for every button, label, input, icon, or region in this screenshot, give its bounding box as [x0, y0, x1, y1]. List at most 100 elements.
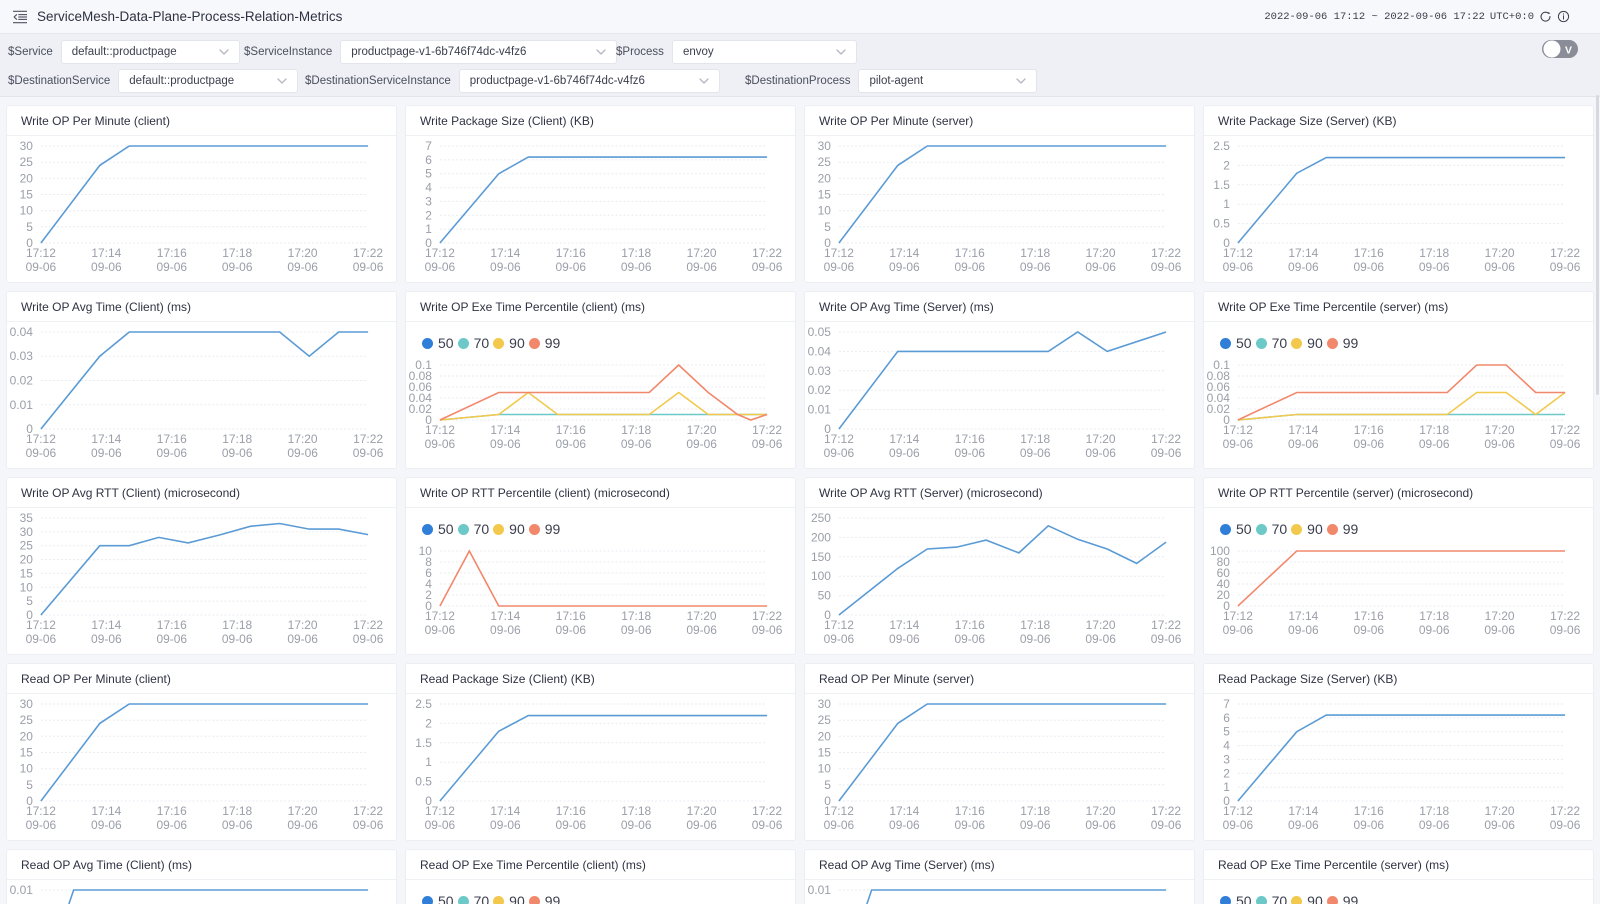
- svg-text:6: 6: [425, 153, 432, 167]
- svg-text:09-06: 09-06: [686, 260, 717, 274]
- svg-text:09-06: 09-06: [490, 623, 521, 637]
- svg-text:09-06: 09-06: [26, 446, 57, 460]
- svg-text:09-06: 09-06: [222, 818, 253, 832]
- svg-text:17:14: 17:14: [490, 246, 520, 260]
- svg-text:5: 5: [1223, 725, 1230, 739]
- svg-text:09-06: 09-06: [425, 260, 456, 274]
- svg-text:30: 30: [818, 697, 832, 711]
- svg-text:2.5: 2.5: [1213, 139, 1230, 153]
- svg-text:17:14: 17:14: [91, 246, 121, 260]
- svg-text:17:18: 17:18: [1419, 804, 1449, 818]
- svg-text:17:20: 17:20: [288, 804, 318, 818]
- svg-text:30: 30: [818, 139, 832, 153]
- svg-text:17:16: 17:16: [556, 423, 586, 437]
- svg-text:17:20: 17:20: [1086, 618, 1116, 632]
- svg-text:09-06: 09-06: [889, 446, 920, 460]
- svg-text:17:20: 17:20: [1485, 423, 1515, 437]
- svg-text:25: 25: [20, 539, 34, 553]
- svg-text:0.02: 0.02: [808, 383, 832, 397]
- svg-text:09-06: 09-06: [1550, 623, 1581, 637]
- svg-text:09-06: 09-06: [1085, 446, 1116, 460]
- svg-text:17:14: 17:14: [91, 618, 121, 632]
- svg-text:09-06: 09-06: [1484, 818, 1515, 832]
- svg-text:09-06: 09-06: [353, 632, 384, 646]
- svg-text:20: 20: [20, 553, 34, 567]
- svg-text:17:14: 17:14: [1288, 804, 1318, 818]
- svg-text:0.04: 0.04: [10, 325, 34, 339]
- svg-text:09-06: 09-06: [889, 260, 920, 274]
- svg-text:100: 100: [1210, 544, 1230, 558]
- svg-text:17:18: 17:18: [1020, 246, 1050, 260]
- svg-text:09-06: 09-06: [889, 632, 920, 646]
- svg-text:17:16: 17:16: [955, 804, 985, 818]
- svg-text:100: 100: [811, 569, 831, 583]
- svg-text:17:18: 17:18: [222, 804, 252, 818]
- svg-text:17:22: 17:22: [353, 804, 383, 818]
- svg-text:09-06: 09-06: [824, 818, 855, 832]
- svg-text:17:14: 17:14: [889, 804, 919, 818]
- svg-text:250: 250: [811, 511, 831, 525]
- svg-text:17:22: 17:22: [1550, 423, 1580, 437]
- svg-text:17:12: 17:12: [425, 246, 455, 260]
- svg-text:17:12: 17:12: [1223, 423, 1253, 437]
- svg-text:17:16: 17:16: [1354, 246, 1384, 260]
- svg-text:09-06: 09-06: [490, 260, 521, 274]
- svg-text:09-06: 09-06: [287, 446, 318, 460]
- svg-text:17:22: 17:22: [752, 423, 782, 437]
- svg-text:09-06: 09-06: [1223, 623, 1254, 637]
- svg-text:09-06: 09-06: [686, 437, 717, 451]
- svg-text:5: 5: [26, 220, 33, 234]
- svg-text:09-06: 09-06: [954, 632, 985, 646]
- svg-text:17:22: 17:22: [1151, 804, 1181, 818]
- svg-text:17:12: 17:12: [425, 609, 455, 623]
- svg-text:17:20: 17:20: [687, 423, 717, 437]
- svg-text:10: 10: [20, 762, 34, 776]
- svg-text:17:22: 17:22: [353, 432, 383, 446]
- svg-text:1.5: 1.5: [1213, 178, 1230, 192]
- svg-text:17:18: 17:18: [1419, 609, 1449, 623]
- svg-text:17:16: 17:16: [955, 432, 985, 446]
- svg-text:09-06: 09-06: [353, 260, 384, 274]
- svg-text:17:14: 17:14: [889, 432, 919, 446]
- svg-text:09-06: 09-06: [1550, 437, 1581, 451]
- svg-text:09-06: 09-06: [490, 818, 521, 832]
- svg-text:09-06: 09-06: [1020, 632, 1051, 646]
- svg-text:09-06: 09-06: [686, 623, 717, 637]
- svg-text:4: 4: [1223, 739, 1230, 753]
- svg-text:200: 200: [811, 530, 831, 544]
- svg-text:17:20: 17:20: [1086, 804, 1116, 818]
- svg-text:17:12: 17:12: [26, 246, 56, 260]
- svg-text:17:20: 17:20: [288, 618, 318, 632]
- svg-text:09-06: 09-06: [1085, 260, 1116, 274]
- svg-text:17:18: 17:18: [621, 423, 651, 437]
- svg-text:17:22: 17:22: [353, 246, 383, 260]
- svg-text:09-06: 09-06: [1484, 437, 1515, 451]
- svg-text:17:22: 17:22: [1550, 246, 1580, 260]
- svg-text:30: 30: [20, 525, 34, 539]
- svg-text:17:18: 17:18: [222, 432, 252, 446]
- svg-text:09-06: 09-06: [91, 260, 122, 274]
- svg-text:10: 10: [20, 580, 34, 594]
- svg-text:30: 30: [20, 697, 34, 711]
- svg-text:17:12: 17:12: [425, 804, 455, 818]
- svg-text:09-06: 09-06: [1353, 437, 1384, 451]
- svg-text:09-06: 09-06: [222, 632, 253, 646]
- svg-text:09-06: 09-06: [1288, 260, 1319, 274]
- svg-text:17:14: 17:14: [490, 609, 520, 623]
- svg-text:1: 1: [1223, 197, 1230, 211]
- svg-text:17:16: 17:16: [955, 246, 985, 260]
- svg-text:09-06: 09-06: [1419, 260, 1450, 274]
- svg-text:V: V: [1565, 45, 1572, 56]
- svg-text:17:20: 17:20: [1086, 432, 1116, 446]
- svg-text:09-06: 09-06: [621, 437, 652, 451]
- svg-text:15: 15: [20, 187, 34, 201]
- svg-text:17:14: 17:14: [490, 804, 520, 818]
- svg-text:17:14: 17:14: [889, 246, 919, 260]
- svg-text:7: 7: [425, 139, 432, 153]
- svg-text:17:12: 17:12: [824, 246, 854, 260]
- svg-text:25: 25: [818, 155, 832, 169]
- svg-text:17:16: 17:16: [556, 804, 586, 818]
- svg-text:09-06: 09-06: [222, 260, 253, 274]
- svg-text:09-06: 09-06: [621, 260, 652, 274]
- svg-text:09-06: 09-06: [1288, 818, 1319, 832]
